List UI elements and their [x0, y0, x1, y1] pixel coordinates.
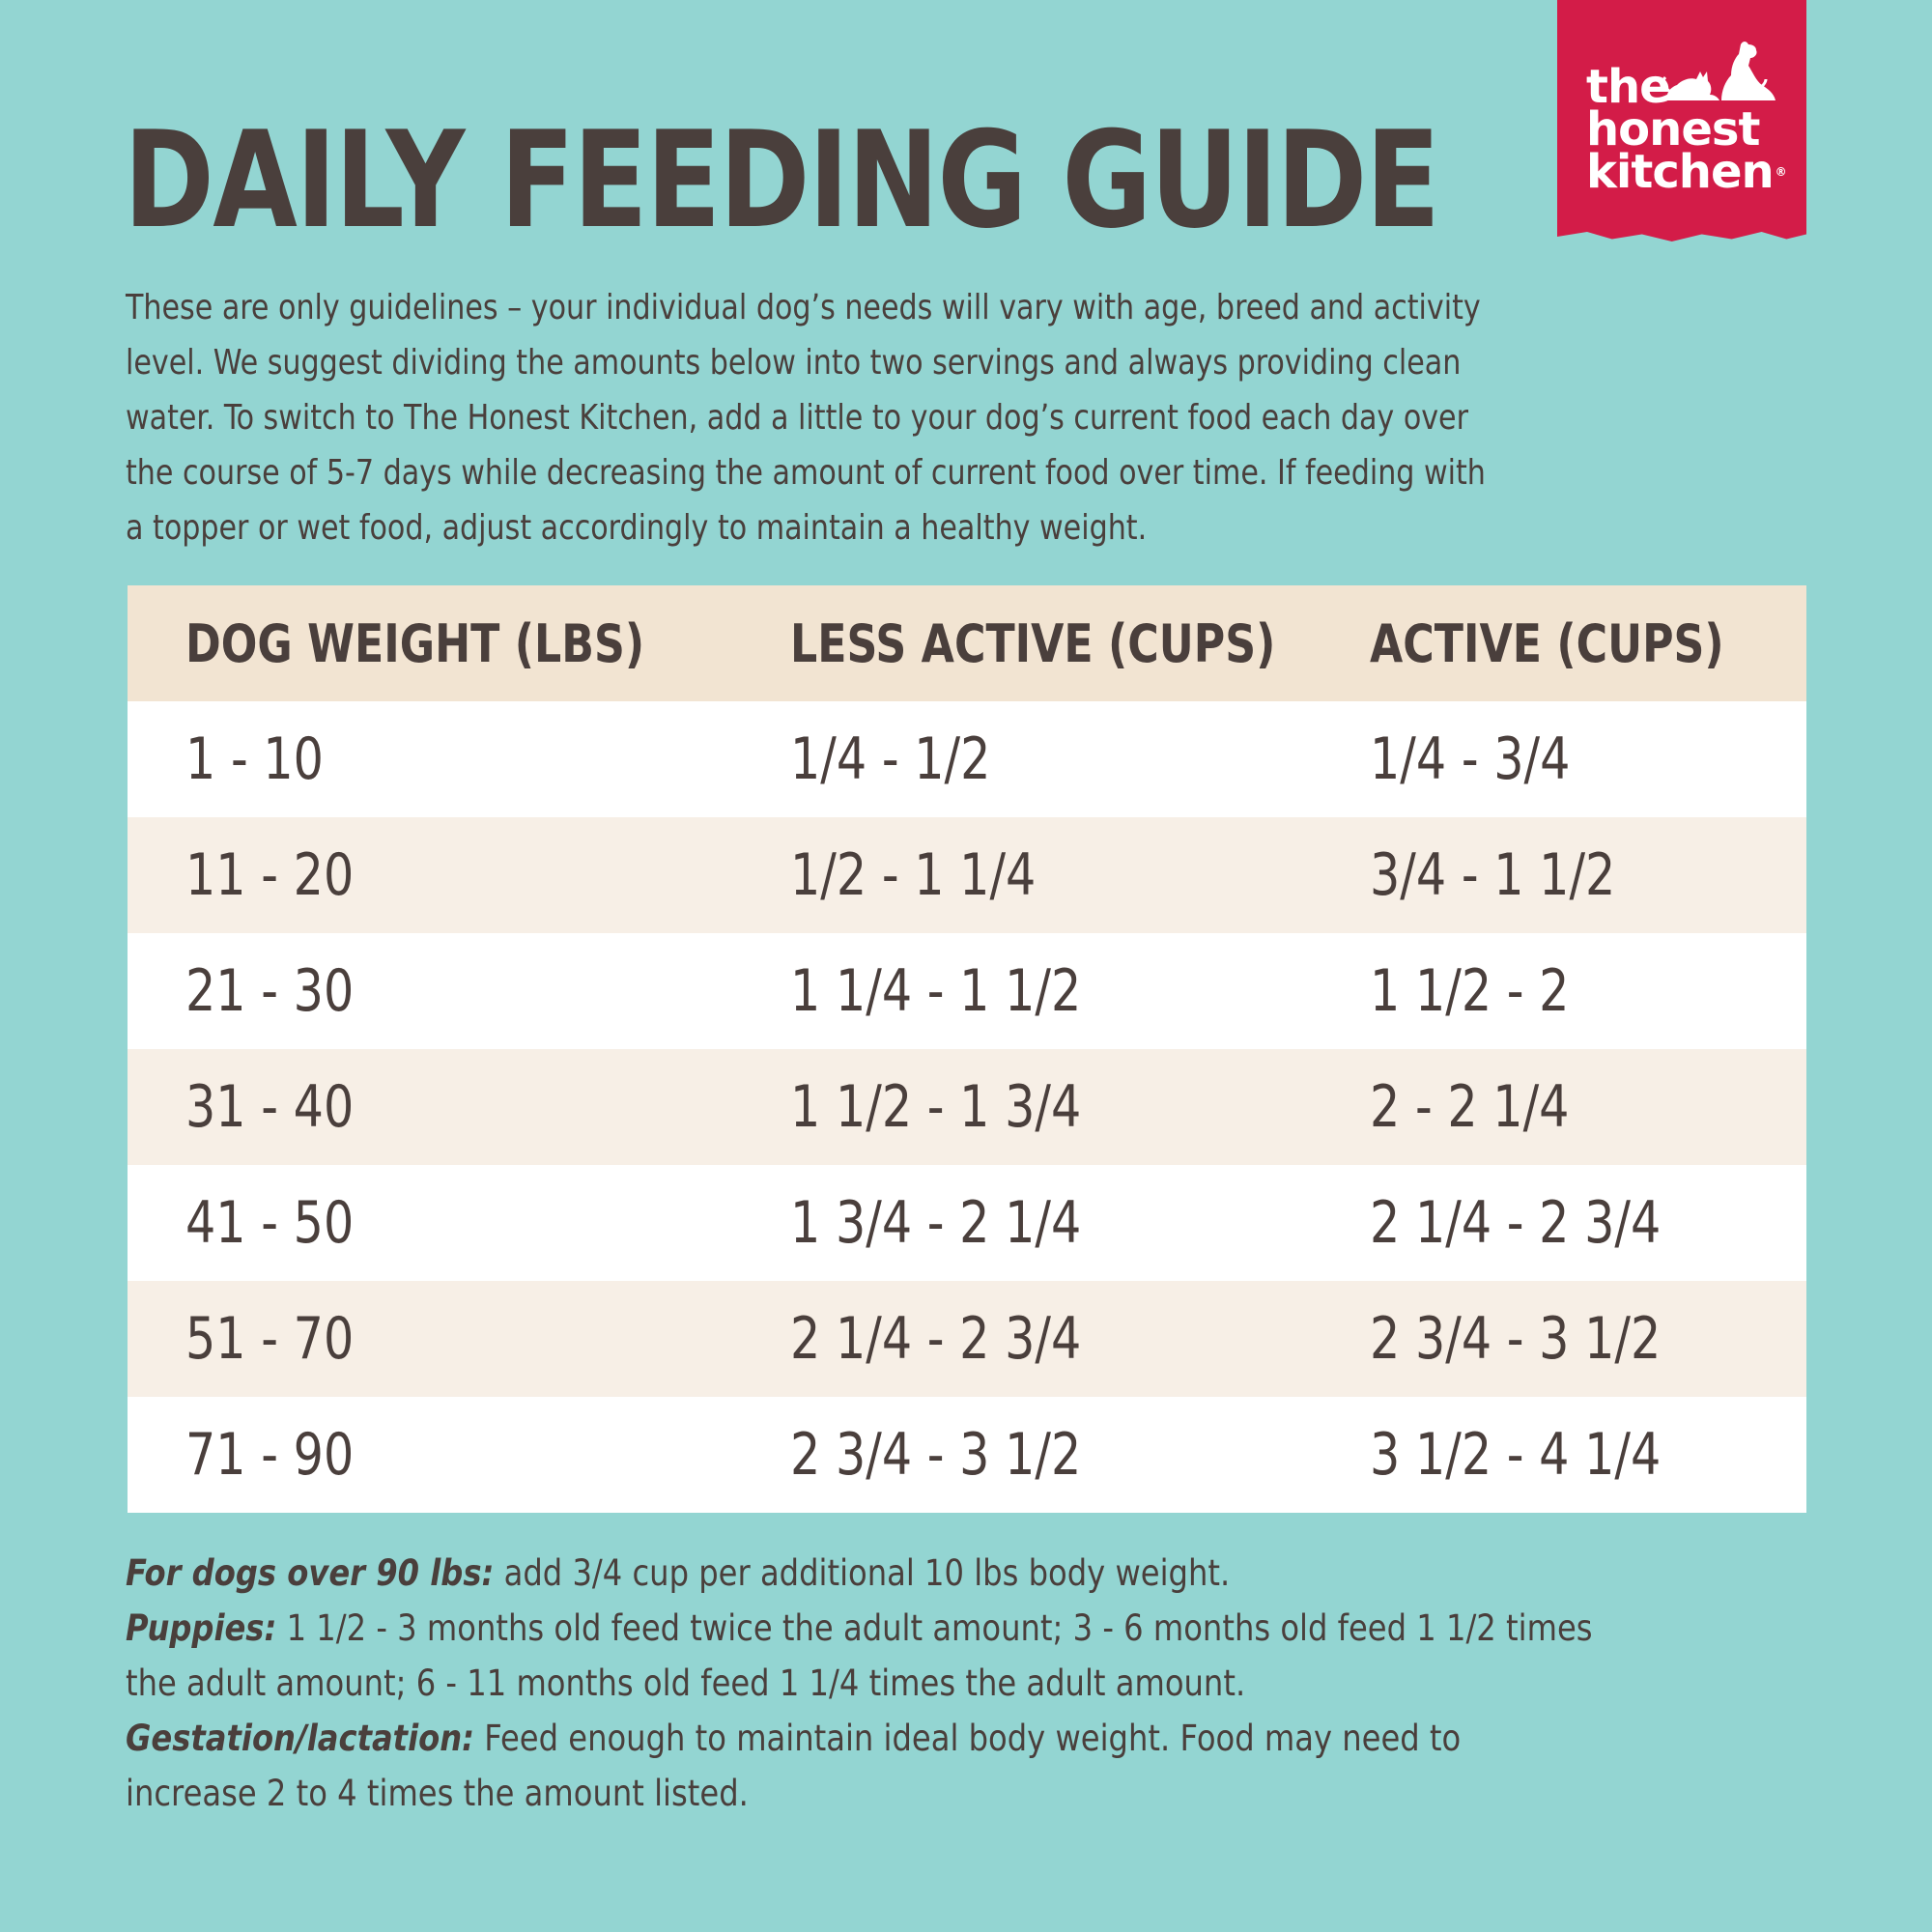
active-cell: 2 - 2 1/4	[1370, 1073, 1570, 1141]
active-cell: 1/4 - 3/4	[1370, 725, 1571, 793]
intro-line: water. To switch to The Honest Kitchen, …	[126, 398, 1468, 438]
less-active-cell: 1 1/4 - 1 1/2	[790, 957, 1082, 1025]
less-active-cell: 2 3/4 - 3 1/2	[790, 1421, 1082, 1489]
note-over-90: For dogs over 90 lbs: add 3/4 cup per ad…	[126, 1546, 1588, 1601]
note-gestation-continued: increase 2 to 4 times the amount listed.	[126, 1773, 749, 1814]
weight-cell: 11 - 20	[185, 841, 355, 909]
intro-line: These are only guidelines – your individ…	[126, 288, 1481, 327]
intro-line: level. We suggest dividing the amounts b…	[126, 343, 1462, 383]
table-row: 51 - 70 2 1/4 - 2 3/4 2 3/4 - 3 1/2	[128, 1281, 1806, 1397]
active-cell: 3 1/2 - 4 1/4	[1370, 1421, 1662, 1489]
header-less-active: LESS ACTIVE (CUPS)	[790, 612, 1276, 674]
table-row: 71 - 90 2 3/4 - 3 1/2 3 1/2 - 4 1/4	[128, 1397, 1806, 1513]
page-title: DAILY FEEDING GUIDE	[124, 102, 1440, 258]
weight-cell: 41 - 50	[185, 1189, 355, 1257]
brand-line-2: honest	[1586, 102, 1760, 156]
less-active-cell: 1 3/4 - 2 1/4	[790, 1189, 1082, 1257]
table-header-row: DOG WEIGHT (LBS) LESS ACTIVE (CUPS) ACTI…	[128, 585, 1806, 701]
weight-cell: 1 - 10	[185, 725, 324, 793]
table-row: 11 - 20 1/2 - 1 1/4 3/4 - 1 1/2	[128, 817, 1806, 933]
feeding-notes: For dogs over 90 lbs: add 3/4 cup per ad…	[126, 1546, 1806, 1821]
cat-and-dog-icon	[1662, 42, 1776, 100]
note-puppies: Puppies: 1 1/2 - 3 months old feed twice…	[126, 1601, 1593, 1656]
brand-logo: the honest kitchen ®	[1557, 0, 1806, 242]
intro-paragraph: These are only guidelines – your individ…	[126, 280, 1806, 555]
weight-cell: 31 - 40	[185, 1073, 355, 1141]
table-row: 31 - 40 1 1/2 - 1 3/4 2 - 2 1/4	[128, 1049, 1806, 1165]
table-row: 1 - 10 1/4 - 1/2 1/4 - 3/4	[128, 701, 1806, 817]
less-active-cell: 1/2 - 1 1/4	[790, 841, 1037, 909]
note-gestation: Gestation/lactation: Feed enough to main…	[126, 1711, 1588, 1766]
intro-line: a topper or wet food, adjust accordingly…	[126, 508, 1148, 548]
less-active-cell: 1 1/2 - 1 3/4	[790, 1073, 1082, 1141]
table-row: 41 - 50 1 3/4 - 2 1/4 2 1/4 - 2 3/4	[128, 1165, 1806, 1281]
brand-line-3: kitchen	[1586, 145, 1775, 199]
header-active: ACTIVE (CUPS)	[1370, 612, 1724, 674]
active-cell: 2 1/4 - 2 3/4	[1370, 1189, 1662, 1257]
weight-cell: 21 - 30	[185, 957, 355, 1025]
note-text: 1 1/2 - 3 months old feed twice the adul…	[276, 1607, 1593, 1649]
note-text: Feed enough to maintain ideal body weigh…	[474, 1718, 1462, 1759]
less-active-cell: 2 1/4 - 2 3/4	[790, 1305, 1082, 1373]
note-text: add 3/4 cup per additional 10 lbs body w…	[494, 1552, 1231, 1594]
weight-cell: 51 - 70	[185, 1305, 355, 1373]
active-cell: 1 1/2 - 2	[1370, 957, 1570, 1025]
brand-wordmark: the honest kitchen ®	[1586, 60, 1787, 195]
less-active-cell: 1/4 - 1/2	[790, 725, 991, 793]
brand-line-1: the	[1586, 60, 1671, 114]
note-puppies-continued: the adult amount; 6 - 11 months old feed…	[126, 1662, 1246, 1704]
header-dog-weight: DOG WEIGHT (LBS)	[185, 612, 645, 674]
weight-cell: 71 - 90	[185, 1421, 355, 1489]
note-label: Puppies:	[126, 1607, 277, 1649]
table-row: 21 - 30 1 1/4 - 1 1/2 1 1/2 - 2	[128, 933, 1806, 1049]
feeding-table: DOG WEIGHT (LBS) LESS ACTIVE (CUPS) ACTI…	[128, 585, 1806, 1513]
note-label: For dogs over 90 lbs:	[126, 1552, 495, 1594]
active-cell: 2 3/4 - 3 1/2	[1370, 1305, 1662, 1373]
registered-mark: ®	[1775, 165, 1787, 179]
intro-line: the course of 5-7 days while decreasing …	[126, 453, 1486, 493]
active-cell: 3/4 - 1 1/2	[1370, 841, 1616, 909]
note-label: Gestation/lactation:	[126, 1718, 475, 1759]
